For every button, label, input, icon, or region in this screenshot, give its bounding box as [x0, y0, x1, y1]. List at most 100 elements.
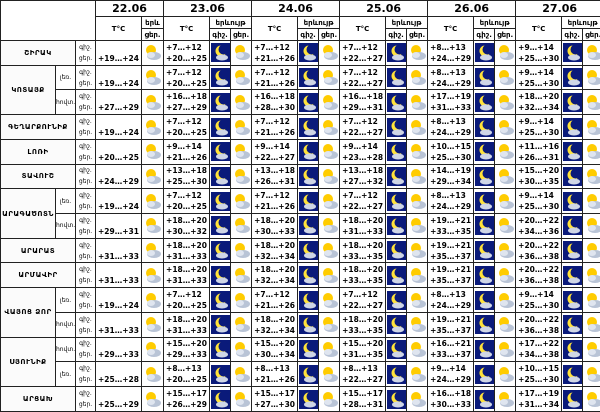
- night-temp: +9…+14: [342, 141, 378, 151]
- table-body: ՇԻՐԱԿ գիշ. ցեր. +19…+24 +7…+12 +20…+25 +7…+12 +…: [0, 40, 600, 412]
- night-icon: [385, 336, 408, 363]
- night-temp: +9…+14: [518, 67, 554, 77]
- day-icon: [582, 361, 600, 388]
- region-name: ԳԵՂԱՐՔՈՒՆԻՔ: [0, 114, 76, 140]
- date: 26.06: [427, 0, 517, 17]
- temperature: +20…+22 +36…+38: [515, 237, 563, 264]
- day-icon: [406, 213, 429, 239]
- spacer: [98, 264, 141, 275]
- day-temp: +32…+34: [518, 103, 560, 113]
- temperature: +19…+24: [95, 114, 143, 140]
- temperature: +7…+12 +22…+27: [339, 64, 387, 91]
- night-label: գիշ.: [79, 291, 92, 299]
- day-temp: +19…+24: [98, 301, 139, 311]
- region-name: ԱՐԱՐԱՏ: [0, 237, 76, 264]
- night-icon: [473, 336, 496, 363]
- day-temp: +22…+27: [342, 128, 384, 138]
- temperature: +31…+33: [95, 262, 143, 289]
- night-temp: +18…+20: [342, 240, 384, 250]
- day-icon: [230, 311, 253, 338]
- period-labels: գիշ. ցեր.: [74, 311, 97, 338]
- night-header: գիշ.: [209, 28, 232, 41]
- night-temp: +8…+13: [430, 42, 466, 52]
- night-temp: +9…+14: [254, 141, 290, 151]
- night-icon: [473, 64, 496, 91]
- temperature: +7…+12 +22…+27: [339, 40, 387, 66]
- night-icon: [561, 237, 584, 264]
- day-icon: [494, 287, 517, 313]
- sub-area: հովտ.: [55, 89, 76, 116]
- night-icon: [385, 138, 408, 165]
- day-temp: +34…+36: [518, 226, 560, 236]
- day-temp: +22…+27: [342, 78, 384, 88]
- day-icon: [141, 237, 165, 264]
- day-icon: [582, 386, 600, 412]
- temperature: +19…+24: [95, 64, 143, 91]
- day-temp: +20…+25: [98, 152, 139, 162]
- temperature: +13…+18 +25…+30: [163, 163, 211, 190]
- night-temp: +9…+14: [518, 191, 554, 201]
- night-temp: +20…+22: [518, 240, 560, 250]
- day-icon: [230, 287, 253, 313]
- night-icon: [561, 311, 584, 338]
- spacer: [98, 338, 141, 349]
- temperature: +13…+18 +27…+32: [339, 163, 387, 190]
- day-icon: [582, 114, 600, 140]
- night-temp: +7…+12: [342, 290, 378, 300]
- night-temp: +16…+18: [254, 92, 296, 102]
- night-icon: [297, 237, 320, 264]
- day-icon: [582, 138, 600, 165]
- day-label: ցեր.: [78, 351, 93, 359]
- night-icon: [561, 138, 584, 165]
- day-icon: [582, 262, 600, 289]
- day-temp: +31…+33: [98, 276, 139, 286]
- night-icon: [473, 287, 496, 313]
- day-temp: +30…+33: [254, 226, 296, 236]
- day-icon: [318, 40, 341, 66]
- date: 23.06: [163, 0, 253, 17]
- temperature: +16…+18 +27…+29: [163, 89, 211, 116]
- night-temp: +9…+14: [518, 42, 554, 52]
- night-icon: [209, 361, 232, 388]
- region-name: ՇԻՐԱԿ: [0, 40, 76, 66]
- day-icon: [141, 386, 165, 412]
- temperature: +9…+14 +23…+28: [339, 138, 387, 165]
- night-icon: [209, 40, 232, 66]
- day-icon: [141, 114, 165, 140]
- night-temp: +9…+14: [166, 141, 202, 151]
- day-icon: [406, 64, 429, 91]
- day-temp: +25…+30: [518, 53, 560, 63]
- period-labels: գիշ. ցեր.: [74, 287, 97, 313]
- night-label: գիշ.: [79, 93, 92, 101]
- temperature: +7…+12 +22…+27: [339, 287, 387, 313]
- period-labels: գիշ. ցեր.: [74, 361, 97, 388]
- night-temp: +15…+20: [254, 339, 296, 349]
- night-temp: +18…+20: [342, 215, 384, 225]
- day-icon: [406, 262, 429, 289]
- period-labels: գիշ. ցեր.: [74, 163, 97, 190]
- night-label: գիշ.: [79, 216, 92, 224]
- temperature: +15…+20 +29…+33: [163, 336, 211, 363]
- temperature: +7…+12 +21…+26: [251, 287, 299, 313]
- day-icon: [318, 89, 341, 116]
- day-icon: [230, 262, 253, 289]
- day-icon: [494, 89, 517, 116]
- night-label: գիշ.: [79, 340, 92, 348]
- night-temp: +17…+19: [430, 92, 472, 102]
- night-header: գիշ.: [473, 28, 496, 41]
- day-icon: [141, 336, 165, 363]
- night-icon: [297, 89, 320, 116]
- temperature: +18…+20 +33…+35: [339, 237, 387, 264]
- spacer: [98, 67, 141, 78]
- day-temp: +29…+31: [342, 103, 384, 113]
- day-label: ցեր.: [78, 203, 93, 211]
- period-labels: գիշ. ցեր.: [74, 386, 97, 412]
- temperature: +8…+13 +24…+29: [427, 188, 475, 215]
- day-temp: +29…+33: [166, 350, 207, 360]
- period-labels: գիշ. ցեր.: [74, 213, 97, 239]
- night-label: գիշ.: [79, 167, 92, 175]
- night-icon: [385, 163, 408, 190]
- night-icon: [209, 163, 232, 190]
- night-icon: [297, 287, 320, 313]
- day-icon: [494, 213, 517, 239]
